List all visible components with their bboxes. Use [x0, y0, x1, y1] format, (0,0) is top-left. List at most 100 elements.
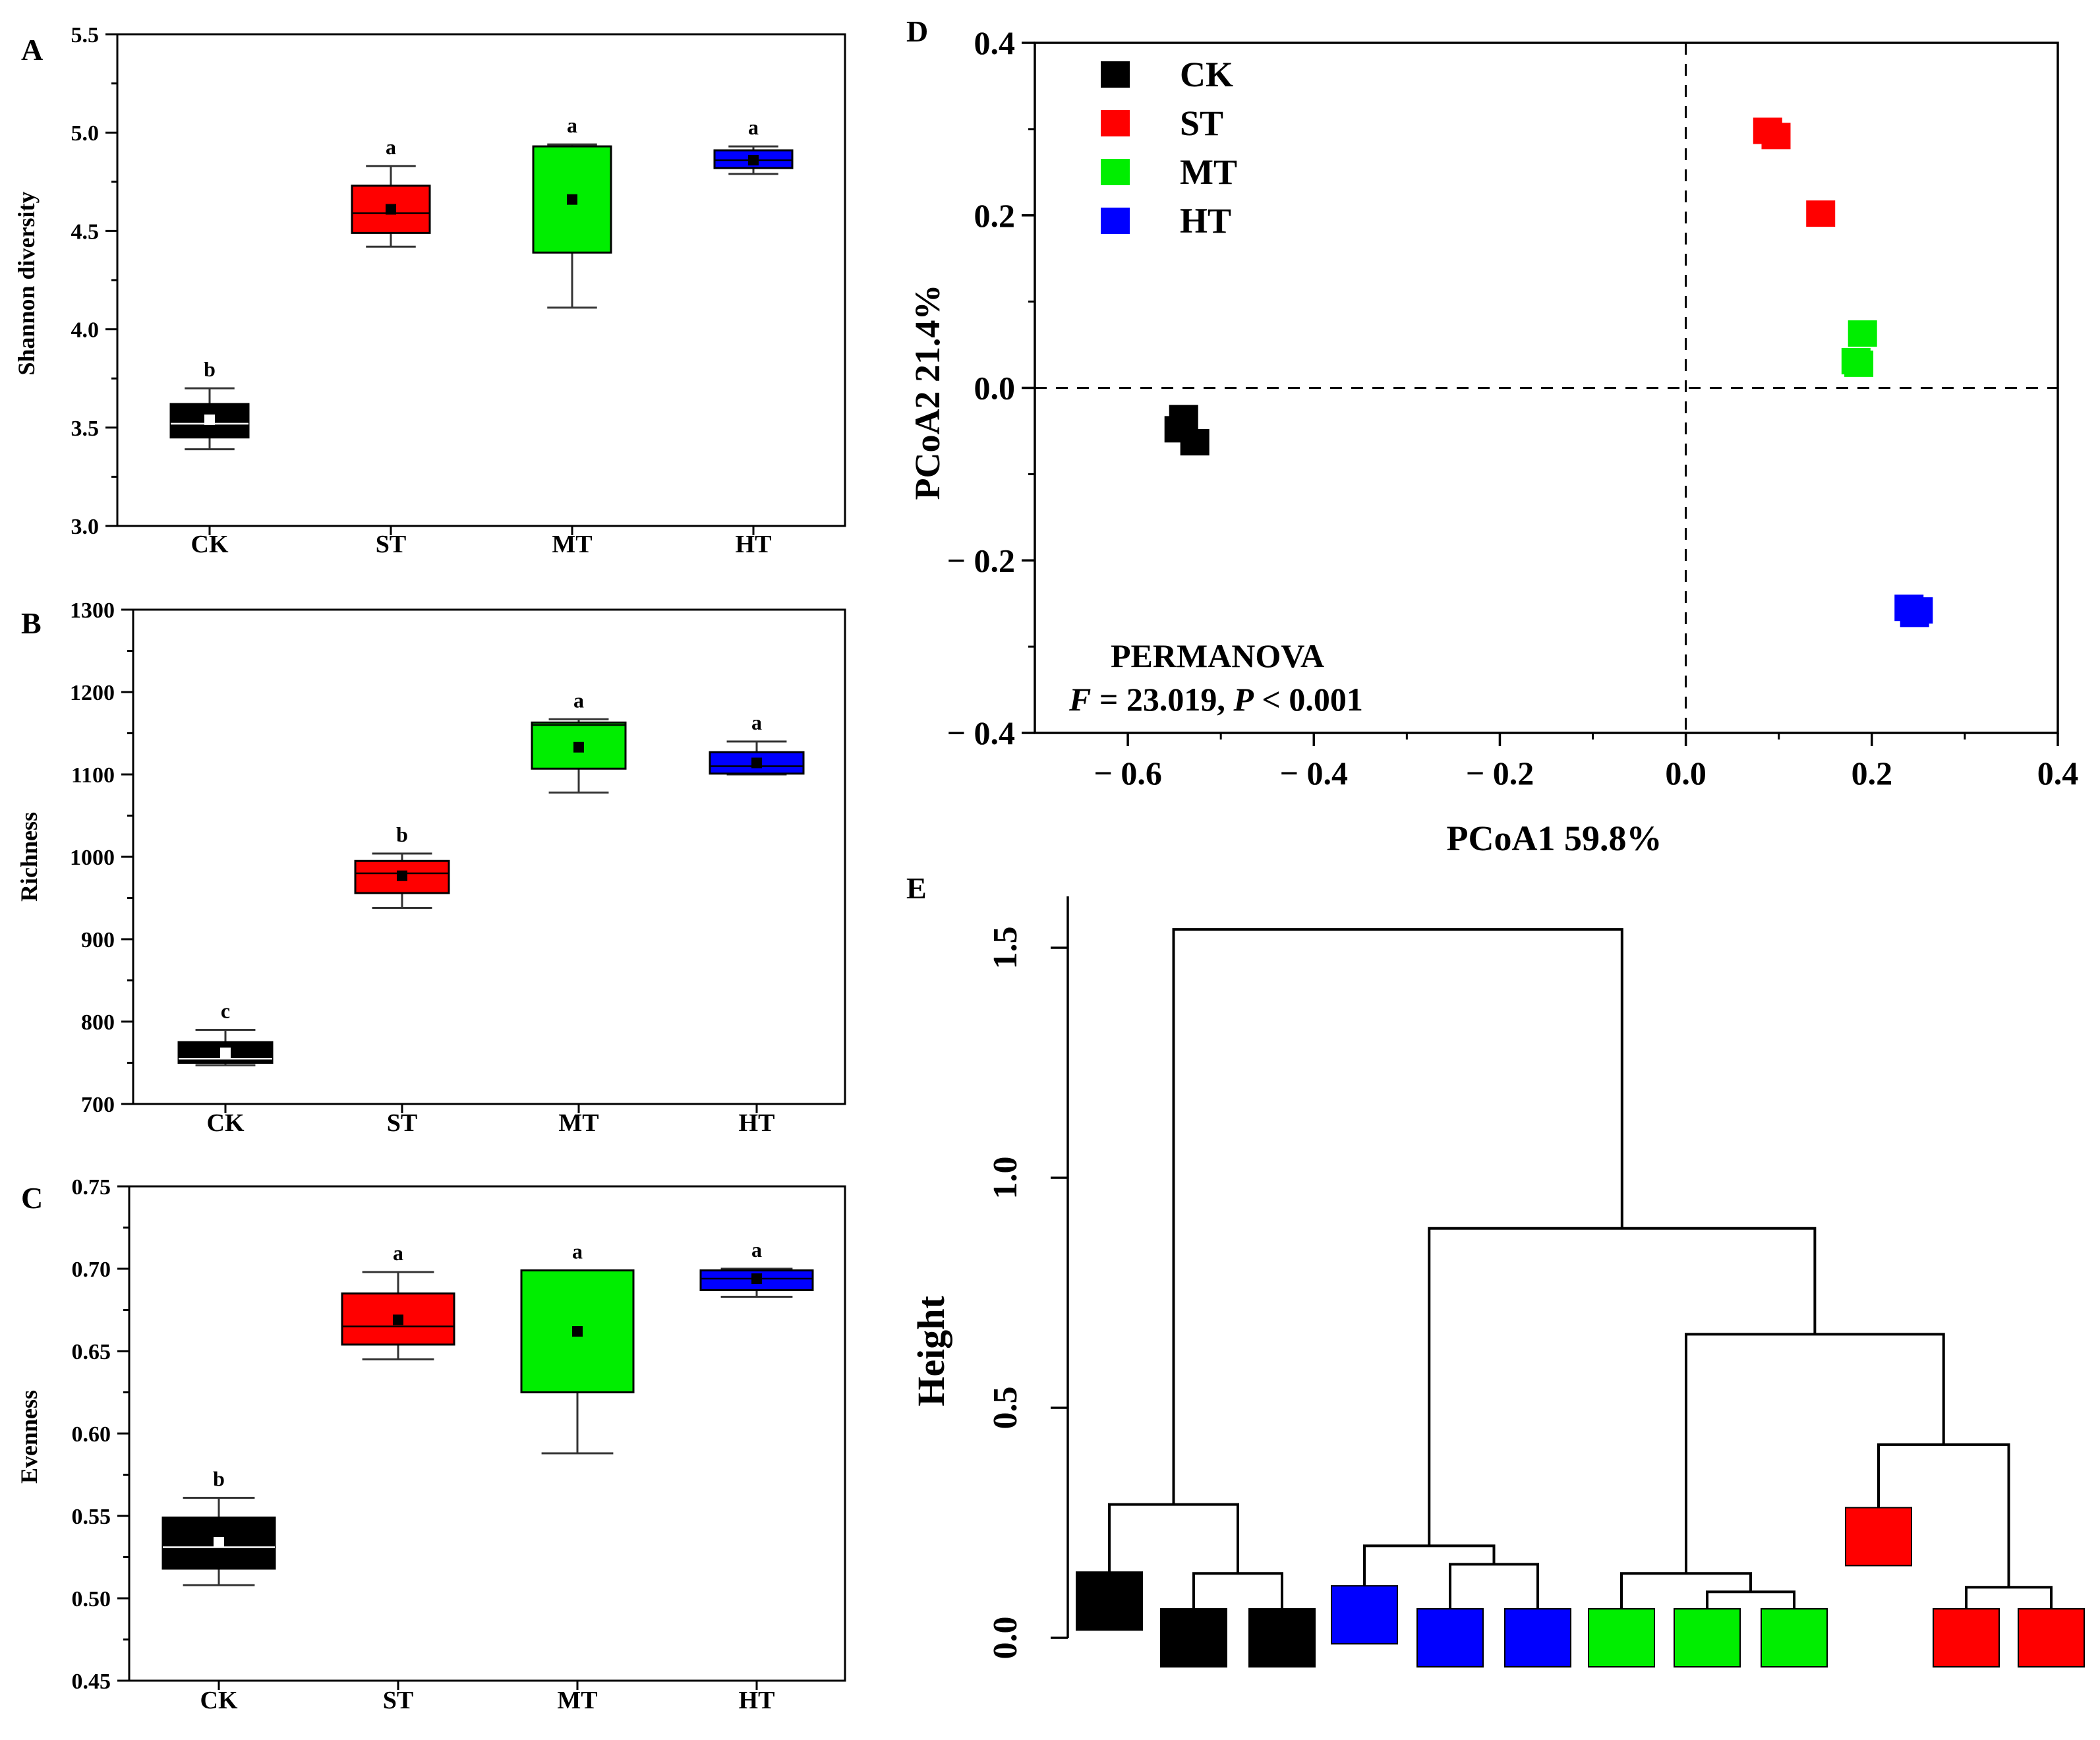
y-tick-label: 0.4 — [974, 24, 1016, 61]
y-tick-label: 5.5 — [71, 23, 100, 47]
leaf-mt — [1588, 1608, 1655, 1668]
panel-b-richness-boxplot: B Richness 700 800 900 1000 1100 1200 1300 CK ST MT… — [16, 598, 846, 1137]
significance-letter: b — [204, 357, 216, 381]
y-axis-label: Evenness — [16, 1390, 42, 1484]
y-tick-label: 1100 — [71, 763, 115, 788]
panel-a-shannon-boxplot: A Shannon diversity 3.0 3.5 4.0 4.5 5.0 5.5 CK ST… — [13, 23, 846, 558]
x-tick-label: CK — [191, 531, 229, 558]
x-tick-label: ST — [383, 1687, 413, 1714]
leaf-ht — [1416, 1608, 1484, 1668]
legend-swatch-st — [1101, 110, 1130, 136]
box-mean-marker — [572, 1326, 583, 1337]
y-tick-label: 0.60 — [72, 1422, 111, 1447]
leaf-ck — [1076, 1571, 1143, 1631]
y-tick-label: 4.0 — [71, 318, 100, 343]
x-tick-label: ST — [387, 1109, 417, 1137]
significance-letter: b — [396, 823, 408, 846]
statistic-part: = 23.019, — [1091, 681, 1233, 718]
y-axis-label: PCoA2 21.4% — [908, 285, 947, 500]
point-mt — [1848, 320, 1877, 347]
x-tick-label: 0.4 — [2037, 755, 2079, 792]
legend-swatch-mt — [1101, 159, 1130, 185]
point-ck — [1169, 405, 1198, 432]
x-tick-label: MT — [558, 1109, 598, 1137]
x-tick-label: CK — [200, 1687, 238, 1714]
y-tick-label: 3.5 — [71, 417, 100, 441]
panel-label: A — [21, 33, 43, 67]
box-mean-marker — [751, 1273, 762, 1284]
point-st — [1806, 200, 1836, 227]
statistic-part: < 0.001 — [1254, 681, 1363, 718]
y-tick-label: 4.5 — [71, 219, 100, 244]
significance-letter: a — [751, 1238, 762, 1262]
legend-label: ST — [1180, 103, 1223, 143]
y-tick-label: 0.55 — [72, 1505, 111, 1529]
leaf-st — [2018, 1608, 2085, 1668]
significance-letter: a — [393, 1241, 403, 1265]
y-tick-label: 0.45 — [72, 1669, 111, 1694]
x-tick-label: 0.2 — [1852, 755, 1893, 792]
x-tick-label: − 0.2 — [1466, 755, 1534, 792]
panel-e-dendrogram: E 0.0 0.5 1.0 1.5 Height — [906, 871, 2085, 1668]
y-tick-label: − 0.2 — [947, 542, 1016, 579]
box-mean-marker — [386, 204, 396, 215]
y-tick-label: 0.2 — [974, 197, 1016, 234]
point-ht — [1900, 600, 1929, 627]
x-tick-label: − 0.6 — [1094, 755, 1162, 792]
y-tick-label: 0.50 — [72, 1587, 111, 1611]
panel-label: E — [906, 871, 927, 905]
permanova-statistic: F = 23.019, P < 0.001 — [1068, 681, 1363, 718]
panel-d-pcoa-scatter: D − 0.6 − 0.4 − 0.2 0.0 0.2 0.4 − 0.4 − 0.2 0.0 0.… — [906, 14, 2078, 858]
y-tick-label: 3.0 — [71, 515, 100, 539]
y-tick-label: 0.0 — [987, 1617, 1024, 1660]
x-tick-label: HT — [736, 531, 772, 558]
leaf-mt — [1761, 1608, 1828, 1668]
leaf-ck — [1248, 1608, 1316, 1668]
y-axis-label: Height — [910, 1296, 952, 1406]
y-tick-label: 0.65 — [72, 1340, 111, 1364]
y-tick-label: 1.5 — [987, 927, 1024, 970]
panel-c-evenness-boxplot: C Evenness 0.45 0.50 0.55 0.60 0.65 0.70 0.75 CK S… — [16, 1175, 846, 1714]
x-tick-label: 0.0 — [1665, 755, 1706, 792]
significance-letter: a — [751, 710, 762, 734]
y-tick-label: − 0.4 — [947, 714, 1016, 751]
box-mean-marker — [751, 757, 762, 768]
x-tick-label: MT — [552, 531, 592, 558]
x-tick-label: − 0.4 — [1280, 755, 1349, 792]
significance-letter: c — [221, 999, 230, 1023]
x-axis-label: PCoA1 59.8% — [1447, 819, 1662, 858]
box-mean-marker — [397, 870, 407, 881]
panel-label: B — [21, 606, 42, 640]
y-tick-label: 1000 — [70, 846, 115, 870]
permanova-annotation: PERMANOVA — [1111, 637, 1324, 674]
box-mean-marker — [748, 154, 759, 165]
y-tick-label: 1.0 — [987, 1157, 1024, 1200]
y-tick-label: 0.5 — [987, 1387, 1024, 1430]
box-mean-marker — [567, 194, 577, 205]
box-iqr-st — [354, 859, 450, 894]
point-ck — [1180, 428, 1210, 455]
leaf-st — [1933, 1608, 2000, 1668]
box-mean-marker — [214, 1537, 224, 1548]
leaf-ht — [1504, 1608, 1571, 1668]
x-tick-label: HT — [739, 1109, 775, 1137]
significance-letter: a — [567, 113, 577, 137]
y-axis-label: Richness — [16, 812, 42, 902]
y-tick-label: 0.0 — [974, 370, 1016, 407]
legend-swatch-ck — [1101, 61, 1130, 88]
significance-letter: a — [386, 135, 396, 159]
y-tick-label: 1300 — [70, 598, 115, 623]
legend-label: CK — [1180, 55, 1233, 94]
y-tick-label: 700 — [81, 1093, 115, 1117]
dendrogram-branch — [1172, 928, 1623, 1505]
significance-letter: a — [748, 115, 759, 139]
y-tick-label: 0.75 — [72, 1175, 111, 1200]
significance-letter: b — [213, 1467, 225, 1491]
statistic-part: P — [1233, 681, 1254, 718]
y-tick-label: 0.70 — [72, 1258, 111, 1282]
leaf-ck — [1160, 1608, 1227, 1668]
point-mt — [1844, 350, 1874, 377]
legend-label: MT — [1180, 152, 1237, 192]
